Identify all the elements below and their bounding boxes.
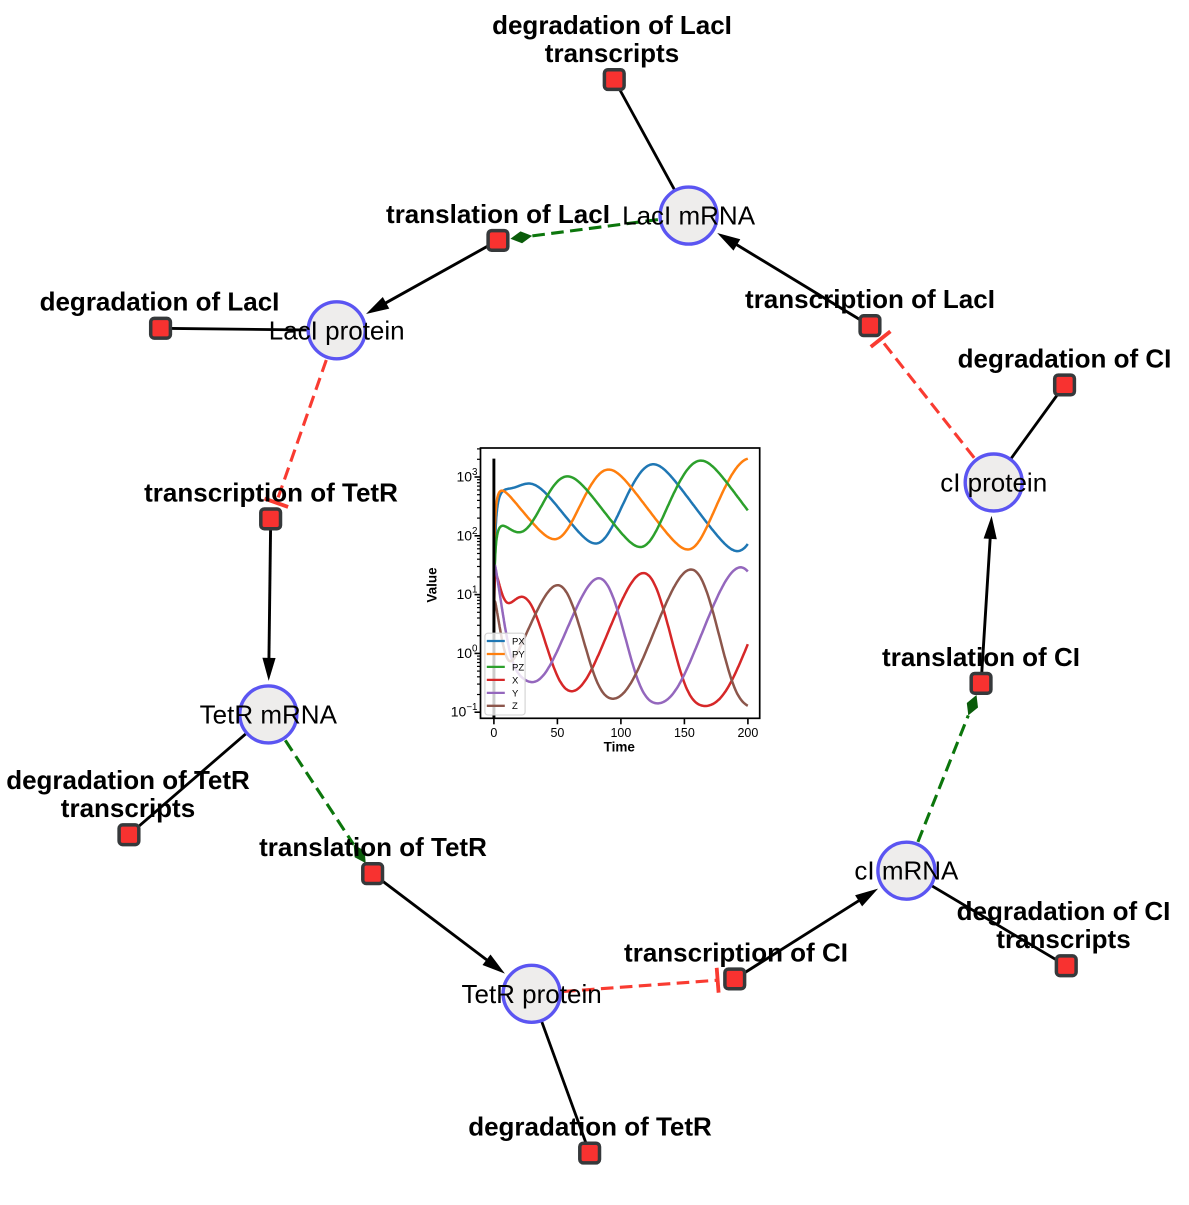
svg-text:LacI mRNA: LacI mRNA — [622, 201, 756, 231]
svg-text:PY: PY — [512, 649, 525, 660]
svg-text:translation of TetR: translation of TetR — [259, 832, 487, 862]
svg-text:transcripts: transcripts — [545, 38, 679, 68]
svg-text:0: 0 — [490, 726, 497, 740]
svg-text:degradation of CI: degradation of CI — [958, 343, 1172, 373]
svg-text:degradation of TetR: degradation of TetR — [6, 765, 250, 795]
svg-text:cI protein: cI protein — [940, 468, 1047, 498]
svg-text:LacI protein: LacI protein — [269, 315, 405, 345]
svg-text:Time: Time — [604, 739, 636, 754]
svg-text:Z: Z — [512, 701, 518, 712]
svg-text:transcripts: transcripts — [61, 793, 195, 823]
svg-text:100: 100 — [610, 726, 631, 740]
svg-text:200: 200 — [737, 726, 758, 740]
svg-text:Value: Value — [424, 567, 439, 603]
svg-text:degradation of TetR: degradation of TetR — [468, 1111, 712, 1141]
svg-text:101: 101 — [456, 585, 477, 603]
svg-text:transcription of LacI: transcription of LacI — [745, 284, 995, 314]
svg-text:103: 103 — [456, 467, 478, 485]
svg-text:degradation of LacI: degradation of LacI — [492, 10, 732, 40]
svg-text:PZ: PZ — [512, 662, 524, 673]
svg-text:transcription of CI: transcription of CI — [624, 937, 848, 967]
svg-text:transcription of TetR: transcription of TetR — [144, 477, 398, 507]
svg-text:cI mRNA: cI mRNA — [854, 856, 959, 886]
svg-text:100: 100 — [456, 643, 478, 661]
svg-text:degradation of LacI: degradation of LacI — [40, 287, 280, 317]
svg-text:transcripts: transcripts — [996, 924, 1130, 954]
svg-text:150: 150 — [674, 726, 695, 740]
svg-text:X: X — [512, 675, 519, 686]
svg-text:TetR protein: TetR protein — [462, 979, 602, 1009]
svg-text:translation of CI: translation of CI — [882, 642, 1080, 672]
svg-text:PX: PX — [512, 636, 525, 647]
svg-text:102: 102 — [456, 526, 477, 544]
svg-text:10−1: 10−1 — [451, 702, 478, 720]
svg-text:Y: Y — [512, 688, 519, 699]
svg-text:degradation of CI: degradation of CI — [957, 896, 1171, 926]
svg-text:translation of LacI: translation of LacI — [386, 199, 610, 229]
svg-text:TetR mRNA: TetR mRNA — [200, 699, 338, 729]
svg-text:50: 50 — [550, 726, 564, 740]
